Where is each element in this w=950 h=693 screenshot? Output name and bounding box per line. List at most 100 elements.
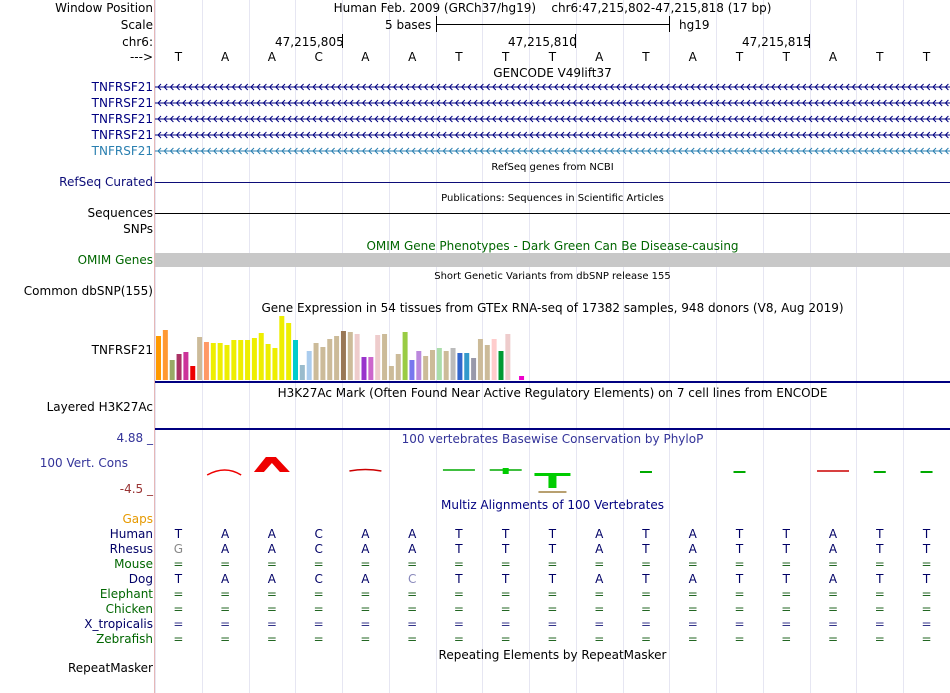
alignment-base: = <box>827 617 839 631</box>
alignment-base: = <box>547 587 558 601</box>
gtex-tissue-bar[interactable] <box>169 360 175 380</box>
gtex-tissue-bar[interactable] <box>340 331 346 380</box>
species-label[interactable]: Dog <box>128 572 153 586</box>
gtex-tissue-bar[interactable] <box>190 366 196 380</box>
gtex-tissue-bar[interactable] <box>217 343 223 380</box>
gtex-tissue-bar[interactable] <box>457 353 463 380</box>
gtex-tissue-bar[interactable] <box>450 348 456 380</box>
gtex-tissue-bar[interactable] <box>409 360 415 380</box>
refseq-gene-line[interactable] <box>155 182 950 183</box>
reference-base: A <box>595 50 604 64</box>
gtex-tissue-bar[interactable] <box>286 323 292 380</box>
snps-label[interactable]: SNPs <box>123 222 153 236</box>
gtex-tissue-bar[interactable] <box>436 348 442 380</box>
species-label[interactable]: Chicken <box>105 602 153 616</box>
gtex-tissue-bar[interactable] <box>320 347 326 380</box>
species-label[interactable]: Mouse <box>114 557 153 571</box>
gtex-tissue-bar[interactable] <box>238 340 244 380</box>
gtex-tissue-bar[interactable] <box>210 343 216 380</box>
gtex-tissue-bar[interactable] <box>334 336 340 380</box>
gtex-tissue-bar[interactable] <box>265 344 271 380</box>
strand-arrow-label[interactable]: ---> <box>129 50 153 64</box>
phylop-conservation-plot[interactable] <box>155 448 950 498</box>
gtex-tissue-bar[interactable] <box>388 366 394 380</box>
species-label[interactable]: Elephant <box>99 587 153 601</box>
gtex-tissue-bar[interactable] <box>258 333 264 380</box>
omim-gene-bar[interactable] <box>155 253 950 267</box>
alignment-base: = <box>173 557 184 571</box>
gtex-tissue-bar[interactable] <box>231 340 237 380</box>
gtex-tissue-bar[interactable] <box>430 350 435 380</box>
h3k27ac-label[interactable]: Layered H3K27Ac <box>46 400 153 414</box>
conservation-label[interactable]: 100 Vert. Cons <box>39 456 128 470</box>
gtex-tissue-bar[interactable] <box>498 351 504 380</box>
refseq-curated-label[interactable]: RefSeq Curated <box>59 175 153 189</box>
alignment-base: = <box>173 617 184 631</box>
sequences-label[interactable]: Sequences <box>87 206 153 220</box>
gtex-tissue-bar[interactable] <box>354 334 360 380</box>
species-label[interactable]: Zebrafish <box>96 632 153 646</box>
gtex-tissue-bar[interactable] <box>293 340 298 380</box>
gencode-gene-label-5[interactable]: TNFRSF21 <box>91 144 153 158</box>
gtex-tissue-bar[interactable] <box>519 376 525 380</box>
species-label[interactable]: X_tropicalis <box>84 617 153 631</box>
alignment-base: C <box>407 572 417 586</box>
publications-line[interactable] <box>155 213 950 214</box>
gtex-tissue-bar[interactable] <box>477 339 483 380</box>
gtex-tissue-bar[interactable] <box>176 354 182 380</box>
gencode-gene-label-2[interactable]: TNFRSF21 <box>91 96 153 110</box>
gtex-tissue-bar[interactable] <box>313 343 319 380</box>
window-position-label[interactable]: Window Position <box>55 1 153 15</box>
gtex-gene-label[interactable]: TNFRSF21 <box>91 343 153 357</box>
gtex-expression-chart[interactable] <box>155 313 950 383</box>
gtex-tissue-bar[interactable] <box>306 351 312 380</box>
gtex-tissue-bar[interactable] <box>484 345 490 380</box>
gtex-tissue-bar[interactable] <box>416 351 422 380</box>
species-label[interactable]: Human <box>109 527 153 541</box>
gtex-tissue-bar[interactable] <box>395 354 401 380</box>
alignment-base: = <box>781 617 792 631</box>
gtex-tissue-bar[interactable] <box>272 348 278 380</box>
omim-genes-label[interactable]: OMIM Genes <box>77 253 153 267</box>
gtex-tissue-bar[interactable] <box>156 336 161 380</box>
gencode-gene-label-4[interactable]: TNFRSF21 <box>91 128 153 142</box>
chromosome-label[interactable]: chr6: <box>122 35 153 49</box>
grid-line <box>155 0 156 693</box>
gtex-tissue-bar[interactable] <box>203 342 209 380</box>
gtex-tissue-bar[interactable] <box>224 345 230 380</box>
alignment-base: = <box>640 557 651 571</box>
repeatmasker-label[interactable]: RepeatMasker <box>67 661 153 675</box>
gtex-tissue-bar[interactable] <box>361 357 367 380</box>
alignment-base: = <box>407 557 418 571</box>
gencode-gene-label-3[interactable]: TNFRSF21 <box>91 112 153 126</box>
gtex-tissue-bar[interactable] <box>299 365 305 380</box>
gtex-tissue-bar[interactable] <box>382 334 388 380</box>
gtex-tissue-bar[interactable] <box>443 351 449 380</box>
gtex-tissue-bar[interactable] <box>471 358 477 380</box>
browser-image-panel[interactable]: Human Feb. 2009 (GRCh37/hg19) chr6:47,21… <box>155 0 950 693</box>
gtex-tissue-bar[interactable] <box>347 332 353 380</box>
gtex-tissue-bar[interactable] <box>402 332 408 380</box>
gtex-tissue-bar[interactable] <box>279 316 285 380</box>
phylop-score-mark <box>534 473 571 488</box>
gtex-tissue-bar[interactable] <box>505 334 511 380</box>
species-label[interactable]: Rhesus <box>109 542 153 556</box>
gtex-tissue-bar[interactable] <box>375 335 381 380</box>
gtex-tissue-bar[interactable] <box>162 330 168 380</box>
gtex-tissue-bar[interactable] <box>327 339 333 380</box>
coord-tick-1 <box>342 34 343 48</box>
gtex-tissue-bar[interactable] <box>183 352 189 380</box>
common-dbsnp-label[interactable]: Common dbSNP(155) <box>23 284 153 298</box>
gtex-tissue-bar[interactable] <box>491 339 497 380</box>
scale-label[interactable]: Scale <box>120 18 153 32</box>
gencode-gene-label-1[interactable]: TNFRSF21 <box>91 80 153 94</box>
gtex-tissue-bar[interactable] <box>251 338 257 380</box>
gtex-tissue-bar[interactable] <box>197 337 203 380</box>
gencode-transcripts[interactable] <box>155 80 950 160</box>
strand-chevrons <box>157 115 949 123</box>
gtex-tissue-bar[interactable] <box>464 353 470 380</box>
gtex-tissue-bar[interactable] <box>245 340 251 380</box>
gtex-tissue-bar[interactable] <box>368 357 374 380</box>
gtex-tissue-bar[interactable] <box>423 356 429 380</box>
alignment-base: = <box>687 557 698 571</box>
